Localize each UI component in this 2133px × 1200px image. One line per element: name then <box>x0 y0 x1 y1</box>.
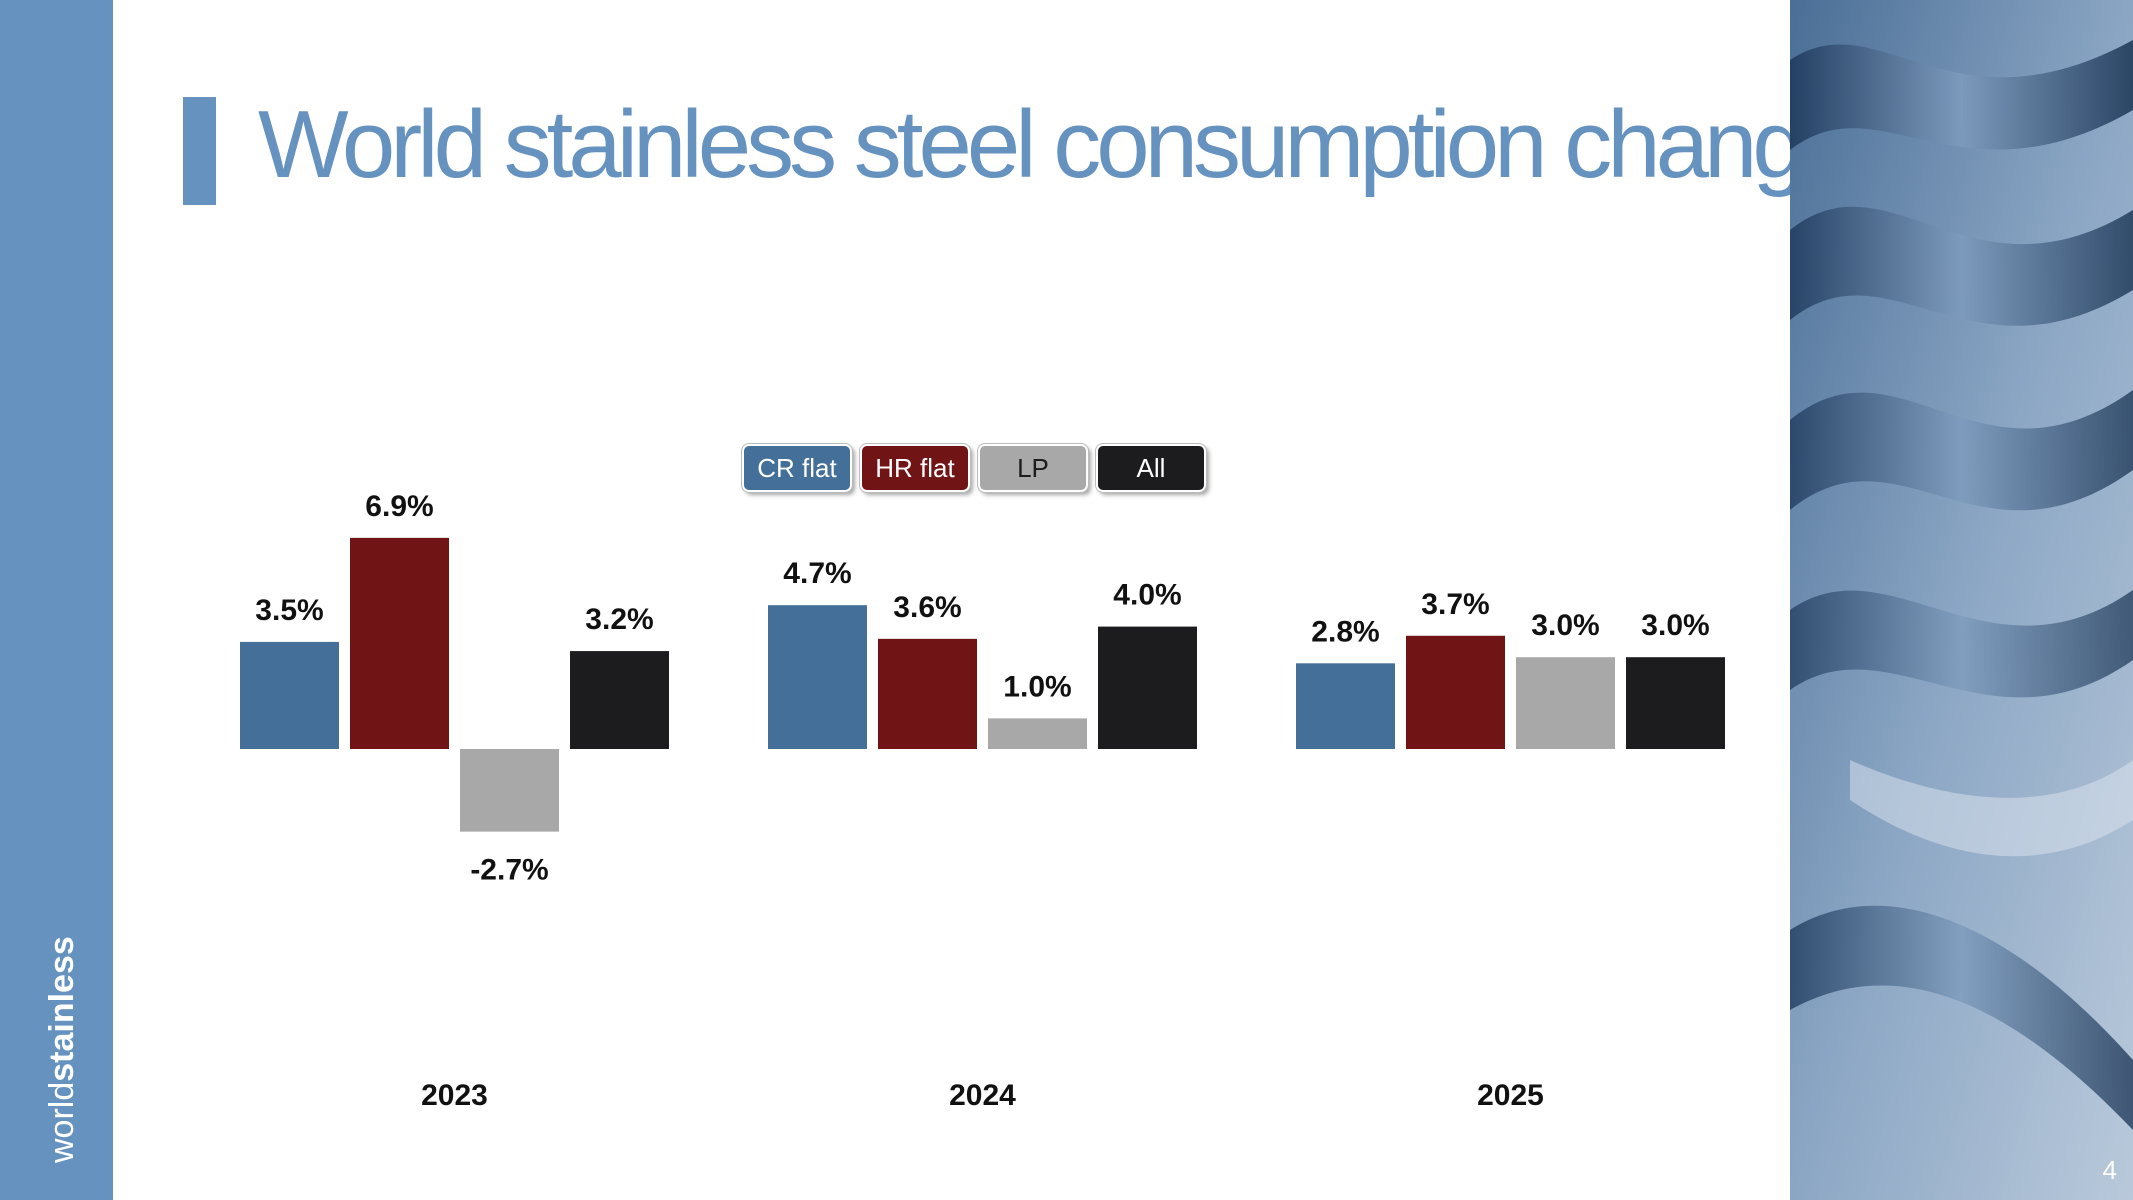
chart-legend: CR flat HR flat LP All <box>741 443 1207 493</box>
data-label-lp-2024: 1.0% <box>1003 670 1071 703</box>
legend-item-all: All <box>1095 443 1207 493</box>
category-label-2024: 2024 <box>949 1079 1016 1112</box>
bar-lp-2025 <box>1516 657 1615 749</box>
legend-item-cr-flat: CR flat <box>741 443 853 493</box>
title-accent-bar <box>183 97 216 205</box>
data-label-hr-flat-2025: 3.7% <box>1421 588 1489 621</box>
data-label-hr-flat-2024: 3.6% <box>893 591 961 624</box>
data-label-cr-flat-2023: 3.5% <box>255 594 323 627</box>
bar-chart: 3.5% 6.9% -2.7% 3.2% 2023 4.7% 3.6% 1.0% 4.0% 202… <box>240 490 1725 1112</box>
logo-word-bold: stainless <box>43 936 81 1082</box>
bar-cr-flat-2023 <box>240 641 339 749</box>
bar-lp-2024 <box>988 718 1087 749</box>
bar-all-2025 <box>1626 657 1725 749</box>
bar-hr-flat-2023 <box>350 537 449 749</box>
data-label-all-2025: 3.0% <box>1641 609 1709 642</box>
data-label-cr-flat-2024: 4.7% <box>783 557 851 590</box>
data-label-lp-2023: -2.7% <box>470 854 548 887</box>
category-label-2023: 2023 <box>421 1079 488 1112</box>
bar-hr-flat-2025 <box>1406 635 1505 749</box>
legend-item-lp: LP <box>977 443 1089 493</box>
bar-lp-2023 <box>460 749 559 832</box>
page-number: 4 <box>2102 1155 2117 1185</box>
category-label-2025: 2025 <box>1477 1079 1544 1112</box>
bar-cr-flat-2025 <box>1296 663 1395 749</box>
bar-all-2024 <box>1098 626 1197 749</box>
left-sidebar-band <box>0 0 113 1200</box>
page-title: World stainless steel consumption change… <box>258 91 1897 198</box>
data-label-all-2024: 4.0% <box>1113 579 1181 612</box>
svg-text:worldstainless: worldstainless <box>43 936 81 1164</box>
steel-waves-image <box>1790 0 2133 1200</box>
bar-hr-flat-2024 <box>878 638 977 749</box>
legend-item-hr-flat: HR flat <box>859 443 971 493</box>
data-label-all-2023: 3.2% <box>585 603 653 636</box>
logo-word-light: world <box>43 1082 81 1164</box>
data-label-lp-2025: 3.0% <box>1531 609 1599 642</box>
bar-cr-flat-2024 <box>768 605 867 749</box>
worldstainless-logo: worldstainless <box>30 905 90 1165</box>
bar-all-2023 <box>570 651 669 749</box>
data-label-cr-flat-2025: 2.8% <box>1311 615 1379 648</box>
data-label-hr-flat-2023: 6.9% <box>365 490 433 523</box>
